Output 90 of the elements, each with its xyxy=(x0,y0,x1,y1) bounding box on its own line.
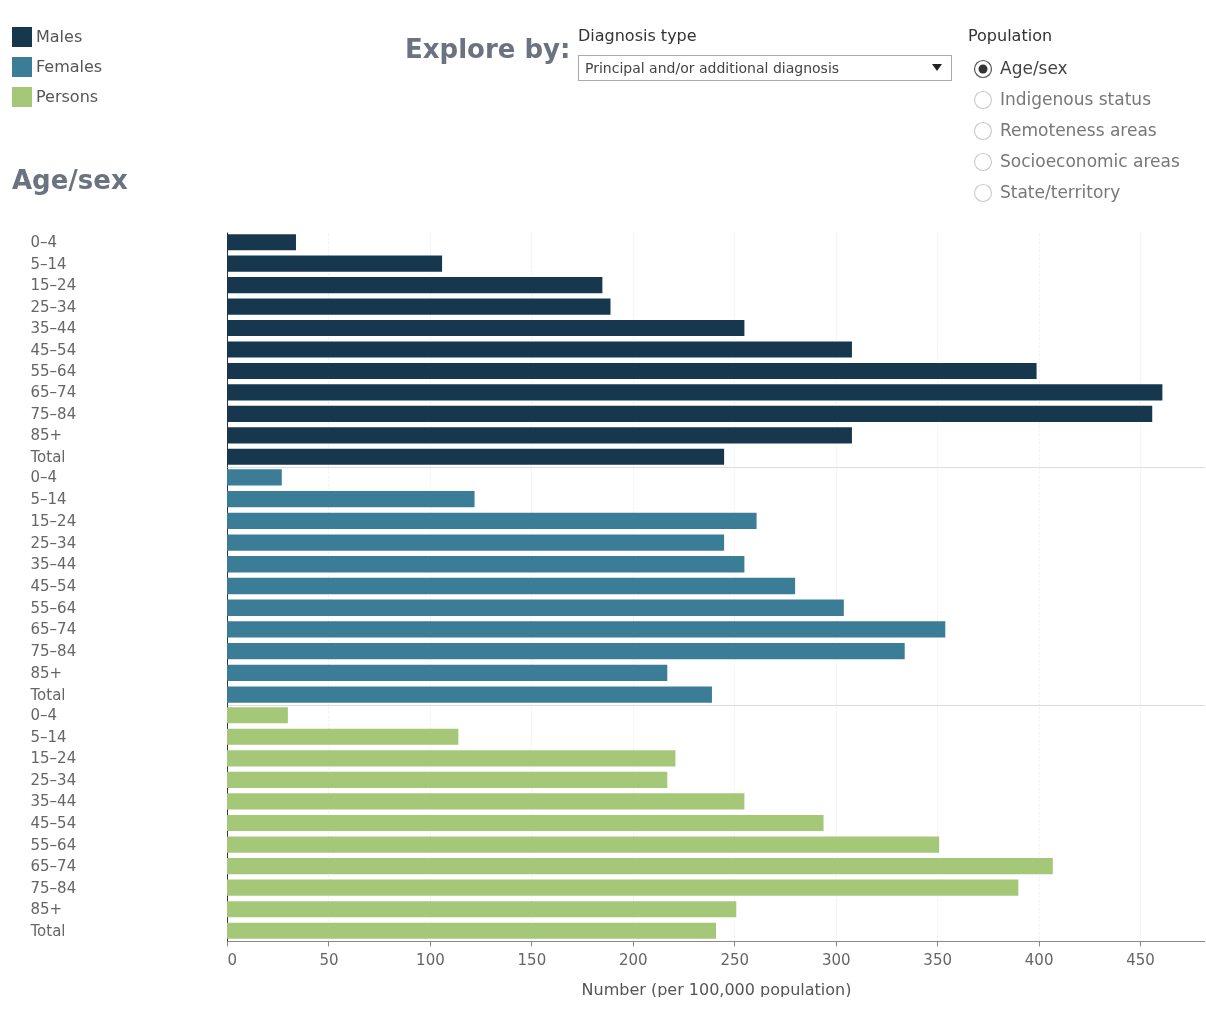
bar xyxy=(227,277,603,294)
x-tick-label: 50 xyxy=(319,950,339,969)
y-tick-label: 55–64 xyxy=(30,598,77,617)
text: Principal and/or additional diagnosis xyxy=(578,55,952,81)
text: Socioeconomic areas xyxy=(1000,151,1180,171)
text: State/territory xyxy=(1000,182,1121,202)
x-tick-label: 150 xyxy=(517,950,547,969)
x-axis-title: Number (per 100,000 population) xyxy=(581,979,852,999)
legend-label: Males xyxy=(36,27,83,46)
text: Population xyxy=(968,26,1053,45)
y-tick-label: 15–24 xyxy=(30,276,77,295)
x-tick-label: 100 xyxy=(416,950,445,969)
bar xyxy=(227,469,282,486)
legend-label: Persons xyxy=(36,87,99,106)
bar xyxy=(227,234,296,251)
y-tick-label: 75–84 xyxy=(30,404,77,423)
y-tick-label: 35–44 xyxy=(30,555,77,574)
chart-title: Age/sex xyxy=(12,165,128,195)
bar xyxy=(227,384,1163,401)
text: Diagnosis type xyxy=(578,26,697,45)
bar xyxy=(227,664,668,682)
bar xyxy=(227,298,611,315)
y-tick-label: 0–4 xyxy=(30,706,58,725)
text: Remoteness areas xyxy=(1000,120,1157,140)
y-tick-label: 45–54 xyxy=(30,814,77,832)
bar xyxy=(227,319,745,337)
bar xyxy=(227,879,1019,896)
y-tick-label: 45–54 xyxy=(30,577,77,595)
bar xyxy=(227,621,946,638)
bar xyxy=(227,577,796,595)
bar xyxy=(227,686,712,703)
bar xyxy=(227,922,716,939)
bar xyxy=(227,728,459,745)
y-tick-label: 5–14 xyxy=(30,490,67,509)
y-tick-label: 55–64 xyxy=(30,835,77,854)
text: Explore by: xyxy=(405,34,571,64)
y-tick-label: 85+ xyxy=(30,663,63,682)
bar xyxy=(227,341,852,358)
x-tick-label: 250 xyxy=(720,950,750,969)
y-tick-label: 5–14 xyxy=(30,727,67,746)
y-tick-label: Total xyxy=(29,685,66,704)
y-tick-label: 75–84 xyxy=(30,642,77,661)
y-tick-label: 5–14 xyxy=(30,254,67,273)
bar xyxy=(227,643,905,660)
bar xyxy=(227,836,940,853)
x-tick-label: 300 xyxy=(821,950,851,969)
y-tick-label: 65–74 xyxy=(30,620,77,639)
y-tick-label: 45–54 xyxy=(30,340,77,359)
y-tick-label: 15–24 xyxy=(30,749,77,768)
bar xyxy=(227,512,757,529)
y-tick-label: 85+ xyxy=(30,900,63,919)
y-tick-label: 15–24 xyxy=(30,511,77,530)
y-tick-label: 0–4 xyxy=(30,468,58,487)
x-tick-label: 350 xyxy=(923,950,952,969)
bar xyxy=(227,534,725,551)
text: Indigenous status xyxy=(1000,89,1151,109)
bar xyxy=(227,901,737,918)
y-tick-label: 25–34 xyxy=(30,770,77,789)
y-tick-label: 35–44 xyxy=(30,319,77,338)
y-tick-label: 25–34 xyxy=(30,297,77,316)
y-tick-label: 65–74 xyxy=(30,383,77,402)
y-tick-label: Total xyxy=(29,447,66,466)
y-tick-label: 25–34 xyxy=(30,533,77,552)
bar xyxy=(227,750,676,767)
y-tick-label: Total xyxy=(29,921,66,940)
y-tick-label: 35–44 xyxy=(30,792,77,811)
bar xyxy=(227,427,852,444)
bar xyxy=(227,255,443,272)
bar xyxy=(227,858,1053,875)
bar xyxy=(227,362,1037,380)
y-tick-label: 75–84 xyxy=(30,878,77,897)
bar xyxy=(227,599,844,616)
bar xyxy=(227,556,745,573)
bar xyxy=(227,448,725,465)
x-tick-label: 0 xyxy=(227,950,238,969)
y-tick-label: 0–4 xyxy=(30,233,58,252)
legend-label: Females xyxy=(36,57,103,76)
y-tick-label: 85+ xyxy=(30,426,63,445)
x-tick-label: 200 xyxy=(618,950,648,969)
bar xyxy=(227,490,475,508)
bar xyxy=(227,771,668,788)
x-tick-label: 400 xyxy=(1024,950,1054,969)
bar xyxy=(227,707,288,724)
bar xyxy=(227,793,745,810)
y-tick-label: 65–74 xyxy=(30,857,77,876)
x-tick-label: 450 xyxy=(1126,950,1155,969)
bar xyxy=(227,814,824,832)
bar xyxy=(227,405,1153,422)
text: Age/sex xyxy=(1000,58,1068,78)
y-tick-label: 55–64 xyxy=(30,361,77,380)
